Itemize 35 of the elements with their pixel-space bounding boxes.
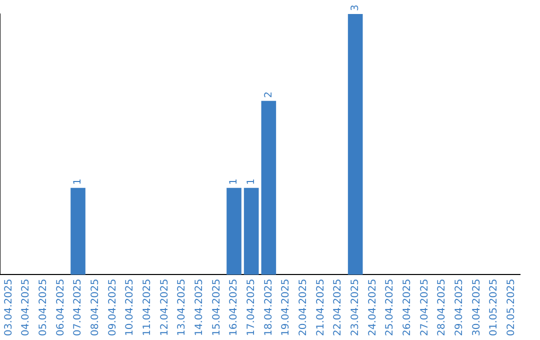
- x-tick-label: 08.04.2025: [90, 278, 101, 336]
- x-tick-label: 22.04.2025: [332, 278, 344, 336]
- x-tick-label: 06.04.2025: [55, 278, 66, 336]
- x-tick-label: 10.04.2025: [124, 278, 136, 336]
- x-tick-label: 07.04.2025: [72, 278, 84, 336]
- x-tick-label: 29.04.2025: [454, 278, 465, 336]
- x-tick-label: 17.04.2025: [246, 278, 257, 336]
- data-label: 3: [350, 4, 361, 11]
- x-tick-label: 26.04.2025: [402, 278, 413, 336]
- x-tick-label: 14.04.2025: [194, 278, 205, 336]
- x-tick-label: 28.04.2025: [436, 278, 448, 336]
- x-tick-label: 02.05.2025: [506, 278, 517, 336]
- x-tick-label: 19.04.2025: [280, 278, 292, 336]
- data-label: 1: [72, 178, 84, 185]
- x-tick-label: 15.04.2025: [211, 278, 222, 336]
- x-tick-label: 21.04.2025: [315, 278, 326, 336]
- x-tick-label: 01.05.2025: [488, 278, 500, 336]
- x-tick-label: 03.04.2025: [3, 278, 14, 336]
- x-tick-label: 25.04.2025: [384, 278, 396, 336]
- x-tick-label: 09.04.2025: [107, 278, 118, 336]
- data-label: 1: [228, 178, 240, 185]
- x-tick-label: 12.04.2025: [159, 278, 170, 336]
- x-tick-label: 11.04.2025: [142, 278, 153, 336]
- x-tick-label: 04.04.2025: [20, 278, 32, 336]
- x-tick-label: 23.04.2025: [350, 278, 361, 336]
- x-tick-label: 05.04.2025: [38, 278, 49, 336]
- data-label: 2: [263, 92, 274, 98]
- x-tick-label: 27.04.2025: [419, 278, 430, 336]
- x-tick-label: 20.04.2025: [298, 278, 309, 336]
- x-tick-label: 13.04.2025: [176, 278, 188, 336]
- x-tick-label: 18.04.2025: [263, 278, 274, 336]
- data-label: 1: [246, 178, 257, 185]
- x-tick-label: 16.04.2025: [228, 278, 240, 336]
- x-tick-label: 30.04.2025: [471, 278, 482, 336]
- x-tick-label: 24.04.2025: [367, 278, 378, 336]
